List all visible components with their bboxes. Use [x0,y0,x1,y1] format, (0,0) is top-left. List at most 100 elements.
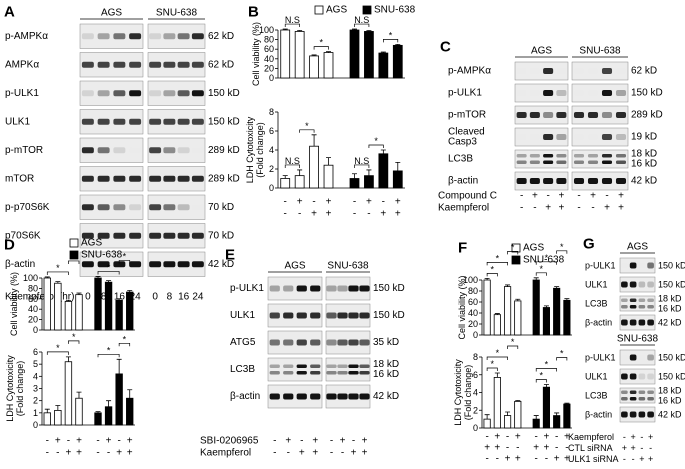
band [629,373,637,380]
condition-sign: - [546,191,549,202]
significance-bracket [556,357,568,361]
condition-sign: - [284,209,287,220]
row-label: β-actin [448,176,478,187]
condition-sign: - [640,443,643,453]
kd-label: 150 kD [631,88,663,99]
band [113,118,126,125]
significance-label: * [540,264,544,274]
condition-sign: - [330,436,333,447]
band [177,204,190,211]
bar [553,415,561,429]
condition-sign: - [352,436,355,447]
kd-label: 18 kD [373,359,399,370]
condition-sign: - [273,436,276,447]
significance-bracket [535,368,558,372]
significance-label: * [107,262,111,272]
band [573,134,585,140]
blot-strip [267,303,323,328]
y-tick-label: 60 [468,297,478,307]
y-tick-label: 60 [28,294,38,304]
condition-sign: - [287,448,290,459]
error-bar [484,414,490,420]
kd-label: 62 kD [208,31,234,42]
panel-letter: D [4,237,15,254]
band [310,371,321,375]
band [337,312,348,319]
significance-label: * [389,30,393,40]
band [177,147,190,154]
y-axis-label: Cell viability (%) [251,22,261,86]
condition-sign: + [648,432,653,442]
significance-bracket [299,129,315,133]
significance-bracket [354,164,370,168]
row-label: p-AMPKα [448,66,491,77]
y-axis-label: Cell viability (%) [9,272,19,336]
row-label: Cleaved [448,127,485,138]
band [81,90,94,97]
condition-sign: 16 [178,292,190,303]
blot-strip [619,349,656,366]
band [81,204,94,211]
kd-label: 150 kD [208,88,240,99]
band [638,373,646,380]
band [621,298,628,302]
y-tick-label: 5 [33,359,38,369]
y-tick-label: 20 [468,319,478,329]
y-tick-label: 6 [269,126,274,136]
condition-sign: + [618,191,624,202]
error-bar [380,149,386,154]
y-axis-label: (Fold change) [15,361,25,417]
band [573,90,585,96]
band [621,397,628,401]
significance-bracket [118,342,131,347]
condition-label: Kaempferol [568,432,614,442]
band [191,232,204,239]
band [129,90,142,97]
error-bar [564,402,570,405]
bar [392,170,403,189]
row-label: p-p70S6K [5,202,50,213]
error-bar [326,157,332,166]
band [177,118,190,125]
band [516,112,527,118]
legend-swatch [362,5,372,15]
band [191,118,204,125]
condition-label: Compound C [438,191,497,202]
panel-letter: E [225,247,235,264]
band [638,411,646,418]
significance-label: * [123,334,127,344]
band [629,298,637,302]
band [543,112,554,118]
significance-bracket [313,46,329,50]
bar [294,175,305,189]
group-header: SNU-638 [617,334,659,345]
band [587,134,599,140]
bar [349,29,360,79]
significance-bracket [486,367,498,371]
bar [309,55,319,79]
kd-label: 35 kD [373,337,399,348]
row-label: p-ULK1 [5,88,39,99]
significance-bracket [383,39,399,43]
kd-label: 42 kD [658,410,682,420]
band [543,154,554,158]
error-bar [95,276,101,278]
band [556,68,567,74]
band [113,261,126,268]
band [601,112,613,118]
row-label: p-ULK1 [585,261,616,271]
condition-sign: + [127,436,133,447]
band [177,33,190,40]
significance-label: * [496,253,500,263]
band [647,281,654,288]
band [615,90,627,96]
condition-sign: - [284,197,287,208]
condition-sign: + [544,443,550,454]
condition-sign: + [630,443,635,453]
band [81,261,94,268]
condition-sign: + [312,436,318,447]
y-axis-label: LDH Cytotoxicity [5,355,15,422]
error-bar [311,134,317,147]
band [149,90,162,97]
band [129,261,142,268]
